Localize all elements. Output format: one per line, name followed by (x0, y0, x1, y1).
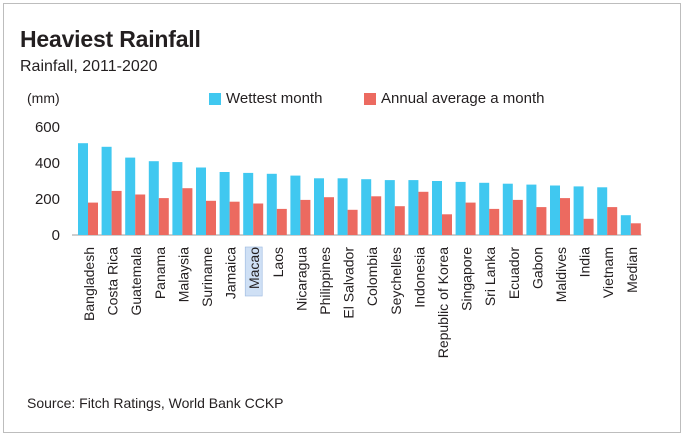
bar-wettest (243, 172, 254, 235)
x-tick-label: Seychelles (388, 247, 404, 315)
bar-wettest (196, 167, 206, 235)
bar-average (276, 208, 287, 235)
x-tick-label: Vietnam (600, 247, 616, 298)
bar-wettest (266, 173, 277, 235)
bar-wettest (597, 187, 608, 235)
bar-average (135, 194, 146, 235)
y-tick-label: 0 (52, 227, 60, 244)
bar-wettest (550, 185, 560, 235)
x-tick-label: Singapore (459, 247, 475, 311)
bar-wettest (78, 143, 88, 235)
y-axis-unit: (mm) (27, 90, 60, 106)
x-tick-label: Guatemala (128, 247, 144, 316)
x-tick-label: Laos (270, 247, 286, 277)
x-tick-label: Maldives (553, 247, 569, 302)
bar-wettest (408, 180, 419, 235)
chart-title: Heaviest Rainfall (20, 26, 201, 52)
x-tick-label: Macao (246, 247, 262, 289)
bar-wettest (432, 181, 442, 235)
bar-wettest (526, 184, 537, 235)
bar-average (371, 196, 382, 235)
legend-label-wettest: Wettest month (226, 90, 323, 107)
x-tick-label: Suriname (199, 247, 215, 307)
bar-wettest (620, 215, 631, 235)
bar-average (512, 199, 523, 235)
source-note: Source: Fitch Ratings, World Bank CCKP (27, 395, 284, 411)
x-tick-label: Gabon (529, 247, 545, 289)
bar-wettest (101, 146, 112, 235)
bar-average (442, 214, 452, 235)
x-tick-label: Ecuador (506, 247, 522, 299)
bar-average (324, 197, 334, 235)
x-tick-label: Panama (152, 247, 168, 299)
bar-wettest (148, 161, 159, 235)
legend-item-wettest: Wettest month (209, 90, 322, 107)
bar-average (394, 206, 405, 235)
bar-wettest (455, 181, 466, 235)
bar-average (182, 188, 193, 235)
x-tick-label: Colombia (364, 247, 380, 306)
x-tick-label: Jamaica (223, 247, 239, 299)
bar-average (560, 198, 570, 235)
chart-subtitle: Rainfall, 2011-2020 (20, 58, 158, 75)
bar-average (300, 199, 311, 235)
bar-wettest (125, 157, 136, 235)
x-tick-label: Indonesia (411, 247, 427, 308)
x-tick-label: Malaysia (175, 247, 191, 302)
bar-average (206, 200, 216, 235)
x-tick-label: Nicaragua (293, 247, 309, 311)
bar-wettest (361, 179, 372, 235)
highlight-box (244, 246, 263, 297)
x-tick-label: Bangladesh (81, 247, 97, 321)
y-tick-label: 400 (35, 155, 60, 172)
x-tick-label: Median (624, 247, 640, 293)
bar-average (465, 202, 476, 235)
bar-average (583, 218, 594, 235)
x-tick-label: Philippines (317, 247, 333, 315)
bar-average (489, 208, 500, 235)
bar-average (536, 207, 547, 235)
bar-wettest (337, 178, 348, 235)
x-tick-label: India (577, 247, 593, 278)
x-tick-label: Republic of Korea (435, 247, 451, 359)
x-tick-label: El Salvador (341, 247, 357, 319)
bar-wettest (573, 186, 584, 235)
x-tick-label: Costa Rica (105, 247, 121, 316)
y-tick-label: 600 (35, 119, 60, 136)
legend-item-average: Annual average a month (364, 90, 544, 107)
bar-wettest (479, 182, 490, 235)
bar-average (229, 201, 240, 235)
y-tick-label: 200 (35, 191, 60, 208)
bar-wettest (290, 175, 301, 235)
bar-average (418, 191, 429, 235)
bar-average (630, 223, 641, 235)
bar-wettest (502, 183, 513, 235)
x-tick-label: Sri Lanka (482, 247, 498, 306)
bar-wettest (172, 162, 183, 235)
bar-wettest (314, 178, 324, 235)
bar-average (158, 198, 169, 235)
bar-wettest (219, 172, 230, 235)
bar-average (607, 207, 618, 235)
bar-average (347, 209, 358, 235)
legend-swatch-average (364, 92, 376, 105)
bar-average (88, 202, 98, 235)
bar-average (111, 190, 122, 235)
bar-average (253, 203, 264, 235)
bar-wettest (384, 180, 395, 235)
legend-label-average: Annual average a month (381, 90, 545, 107)
legend-swatch-wettest (209, 92, 221, 105)
